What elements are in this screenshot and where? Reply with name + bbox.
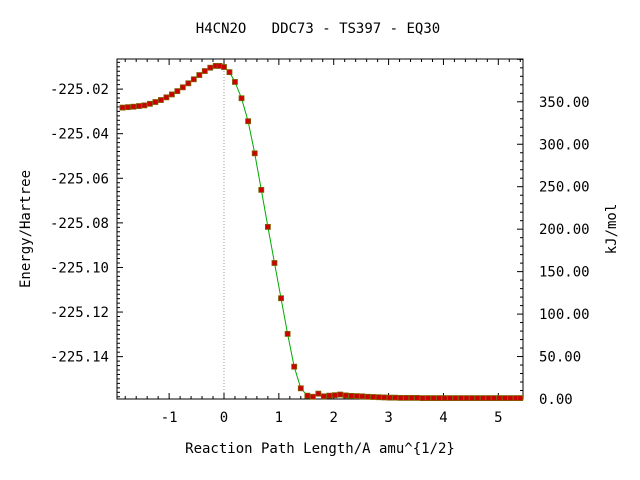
y-tick-label: -225.08	[50, 216, 109, 232]
y-tick-label: -225.12	[50, 305, 109, 321]
y-tick-label: -225.06	[50, 171, 109, 187]
data-point	[264, 223, 271, 230]
data-point	[375, 394, 382, 401]
data-point	[452, 395, 459, 402]
data-point	[425, 395, 431, 402]
data-point	[441, 395, 448, 402]
data-point	[152, 99, 159, 105]
y2-tick-label: 200.00	[539, 222, 590, 238]
data-point	[496, 395, 503, 402]
plot-frame	[116, 58, 524, 400]
data-point	[284, 330, 291, 337]
y2-tick-label: 250.00	[539, 180, 590, 196]
data-point	[245, 118, 252, 125]
x-tick-label: 0	[220, 410, 228, 426]
data-point	[147, 100, 153, 107]
data-point	[326, 392, 333, 399]
data-point	[271, 260, 278, 266]
y2-axis-label: kJ/mol	[604, 204, 620, 255]
data-point	[436, 395, 442, 402]
data-point	[125, 104, 131, 111]
data-point	[386, 394, 393, 401]
x-tick-label: 3	[384, 410, 392, 426]
data-point	[119, 104, 126, 111]
data-point	[174, 88, 181, 95]
data-point	[474, 395, 481, 402]
y-tick-label: -225.14	[50, 350, 109, 366]
data-point	[309, 393, 316, 400]
y2-tick-label: 150.00	[539, 265, 590, 281]
data-point	[348, 392, 355, 399]
y-tick-label: -225.10	[50, 260, 109, 276]
data-point	[278, 295, 284, 302]
data-point	[130, 103, 137, 110]
data-point	[458, 395, 464, 402]
x-axis-label: Reaction Path Length/A amu^{1/2}	[185, 441, 455, 457]
series-line	[122, 65, 521, 399]
data-point	[207, 64, 214, 71]
data-point	[331, 392, 338, 399]
data-point	[414, 394, 421, 401]
data-point	[315, 390, 322, 397]
data-point	[408, 394, 415, 401]
data-point	[463, 395, 470, 402]
y2-tick-label: 50.00	[539, 350, 581, 366]
data-point	[364, 393, 371, 400]
data-point	[141, 102, 148, 109]
data-point	[419, 395, 426, 402]
y-tick-label: -225.04	[50, 127, 109, 143]
data-point	[136, 103, 142, 109]
data-point	[359, 393, 366, 400]
data-point	[397, 394, 404, 401]
data-point	[381, 394, 388, 401]
data-point	[485, 395, 492, 402]
data-point	[353, 393, 360, 400]
data-point	[337, 391, 344, 398]
data-point	[201, 68, 208, 74]
data-point	[226, 69, 233, 76]
y2-tick-label: 0.00	[539, 392, 573, 408]
data-point	[190, 76, 197, 83]
data-point	[304, 392, 311, 399]
x-tick-label: 5	[494, 410, 502, 426]
y-axis-label: Energy/Hartree	[18, 170, 34, 288]
data-point	[403, 394, 410, 401]
data-point	[480, 395, 486, 402]
data-point	[491, 395, 497, 402]
data-point	[238, 95, 245, 102]
data-point	[447, 395, 453, 402]
x-tick-label: 1	[275, 410, 283, 426]
y2-tick-label: 100.00	[539, 307, 590, 323]
data-point	[291, 363, 298, 370]
data-point	[469, 395, 475, 402]
data-point	[196, 72, 203, 78]
data-point	[507, 395, 514, 402]
data-point	[163, 94, 170, 101]
data-point	[342, 392, 349, 399]
data-point	[501, 395, 508, 402]
y-tick-label: -225.02	[50, 82, 109, 98]
data-point	[517, 395, 524, 402]
chart-title: H4CN2O DDC73 - TS397 - EQ30	[196, 21, 440, 37]
y2-tick-label: 350.00	[539, 95, 590, 111]
data-point	[370, 394, 377, 400]
data-point	[157, 97, 164, 103]
y2-tick-label: 300.00	[539, 137, 590, 153]
data-point	[430, 395, 437, 402]
data-point	[232, 79, 238, 85]
data-point	[221, 64, 227, 70]
data-point	[392, 394, 399, 401]
data-point	[179, 84, 186, 91]
data-point	[320, 393, 327, 400]
x-tick-label: -1	[161, 410, 178, 426]
data-point	[258, 186, 265, 193]
data-point	[297, 385, 304, 392]
data-point	[251, 150, 258, 157]
plot-area: -1 0 1 2 3 4 5 -225.02 -225.04 -225.06 -225.08 -225…	[50, 58, 590, 426]
data-point	[168, 91, 175, 98]
x-tick-label: 2	[329, 410, 337, 426]
data-point	[185, 80, 192, 87]
x-tick-label: 4	[439, 410, 447, 426]
